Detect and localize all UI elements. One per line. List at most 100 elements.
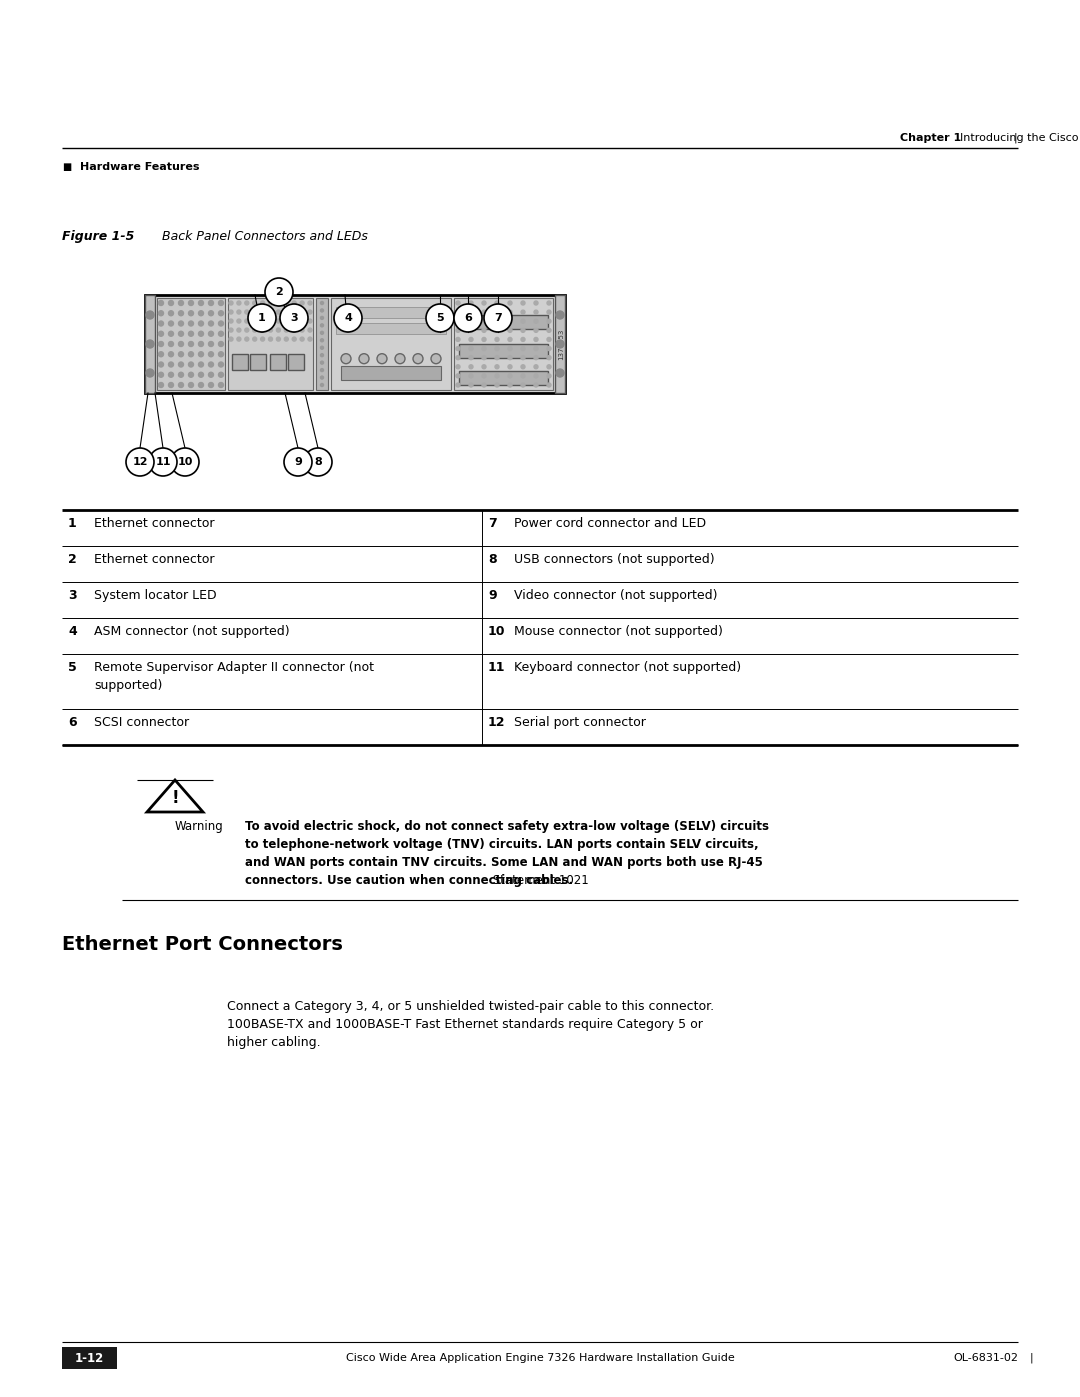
Circle shape	[334, 305, 362, 332]
Circle shape	[546, 383, 551, 387]
Text: connectors. Use caution when connecting cables.: connectors. Use caution when connecting …	[245, 875, 573, 887]
Circle shape	[208, 331, 214, 337]
Circle shape	[245, 319, 248, 323]
Circle shape	[308, 310, 312, 314]
Circle shape	[556, 339, 564, 348]
Text: Keyboard connector (not supported): Keyboard connector (not supported)	[514, 661, 741, 673]
Circle shape	[245, 337, 248, 341]
Text: Cisco Wide Area Application Engine 7326 Hardware Installation Guide: Cisco Wide Area Application Engine 7326 …	[346, 1354, 734, 1363]
Circle shape	[260, 319, 265, 323]
Text: Ethernet connector: Ethernet connector	[94, 553, 215, 566]
Text: Chapter 1: Chapter 1	[900, 133, 961, 142]
Circle shape	[293, 300, 296, 305]
Circle shape	[521, 328, 525, 332]
Circle shape	[253, 337, 257, 341]
Circle shape	[482, 383, 486, 387]
Circle shape	[218, 331, 224, 337]
Circle shape	[208, 372, 214, 377]
Circle shape	[300, 328, 305, 332]
Text: Ethernet Port Connectors: Ethernet Port Connectors	[62, 935, 342, 954]
Circle shape	[229, 337, 233, 341]
Text: supported): supported)	[94, 679, 162, 692]
Text: 5: 5	[436, 313, 444, 323]
Circle shape	[260, 300, 265, 305]
Text: 1376953: 1376953	[558, 328, 564, 359]
Circle shape	[534, 310, 538, 314]
Circle shape	[284, 310, 288, 314]
Circle shape	[546, 328, 551, 332]
Text: 6: 6	[464, 313, 472, 323]
Circle shape	[495, 374, 499, 379]
Circle shape	[456, 356, 460, 359]
Bar	[316, 298, 328, 390]
Text: Video connector (not supported): Video connector (not supported)	[514, 590, 717, 602]
Circle shape	[199, 300, 203, 306]
Circle shape	[218, 383, 224, 387]
Circle shape	[168, 310, 174, 316]
Circle shape	[189, 383, 193, 387]
Circle shape	[482, 365, 486, 369]
Circle shape	[189, 310, 193, 316]
Text: and WAN ports contain TNV circuits. Some LAN and WAN ports both use RJ-45: and WAN ports contain TNV circuits. Some…	[245, 856, 762, 869]
Circle shape	[508, 365, 512, 369]
Bar	[249, 353, 266, 370]
Text: Back Panel Connectors and LEDs: Back Panel Connectors and LEDs	[162, 231, 368, 243]
Text: 8: 8	[314, 457, 322, 467]
Text: OL-6831-02: OL-6831-02	[953, 1354, 1018, 1363]
Circle shape	[521, 365, 525, 369]
Circle shape	[199, 341, 203, 346]
Circle shape	[308, 319, 312, 323]
Circle shape	[245, 310, 248, 314]
Bar	[341, 366, 441, 380]
Text: 1: 1	[258, 313, 266, 323]
Circle shape	[508, 300, 512, 305]
Circle shape	[556, 312, 564, 319]
Circle shape	[546, 310, 551, 314]
Circle shape	[482, 356, 486, 359]
Circle shape	[534, 300, 538, 305]
Circle shape	[495, 346, 499, 351]
Circle shape	[146, 339, 154, 348]
Circle shape	[178, 321, 184, 326]
Circle shape	[469, 328, 473, 332]
Text: 5: 5	[68, 661, 77, 673]
Circle shape	[229, 328, 233, 332]
Circle shape	[321, 384, 324, 387]
Text: System locator LED: System locator LED	[94, 590, 217, 602]
Circle shape	[456, 320, 460, 323]
Circle shape	[546, 346, 551, 351]
Circle shape	[469, 365, 473, 369]
Text: 3: 3	[68, 590, 77, 602]
Circle shape	[218, 300, 224, 306]
Circle shape	[534, 356, 538, 359]
Text: ASM connector (not supported): ASM connector (not supported)	[94, 624, 289, 638]
Circle shape	[431, 353, 441, 363]
Circle shape	[495, 356, 499, 359]
Circle shape	[284, 448, 312, 476]
Circle shape	[159, 352, 163, 356]
Circle shape	[300, 337, 305, 341]
Circle shape	[293, 337, 296, 341]
Circle shape	[508, 346, 512, 351]
Circle shape	[178, 383, 184, 387]
Circle shape	[260, 328, 265, 332]
Circle shape	[293, 319, 296, 323]
Circle shape	[199, 331, 203, 337]
Text: Hardware Features: Hardware Features	[80, 162, 200, 172]
Text: To avoid electric shock, do not connect safety extra-low voltage (SELV) circuits: To avoid electric shock, do not connect …	[245, 820, 769, 833]
Circle shape	[265, 278, 293, 306]
Circle shape	[546, 365, 551, 369]
Circle shape	[469, 300, 473, 305]
Circle shape	[321, 324, 324, 327]
Circle shape	[178, 331, 184, 337]
Circle shape	[534, 338, 538, 341]
Circle shape	[534, 374, 538, 379]
Circle shape	[189, 352, 193, 356]
Circle shape	[159, 331, 163, 337]
Circle shape	[484, 305, 512, 332]
Circle shape	[469, 346, 473, 351]
Bar	[157, 298, 225, 390]
Circle shape	[284, 300, 288, 305]
Text: to telephone-network voltage (TNV) circuits. LAN ports contain SELV circuits,: to telephone-network voltage (TNV) circu…	[245, 838, 758, 851]
Circle shape	[276, 319, 281, 323]
